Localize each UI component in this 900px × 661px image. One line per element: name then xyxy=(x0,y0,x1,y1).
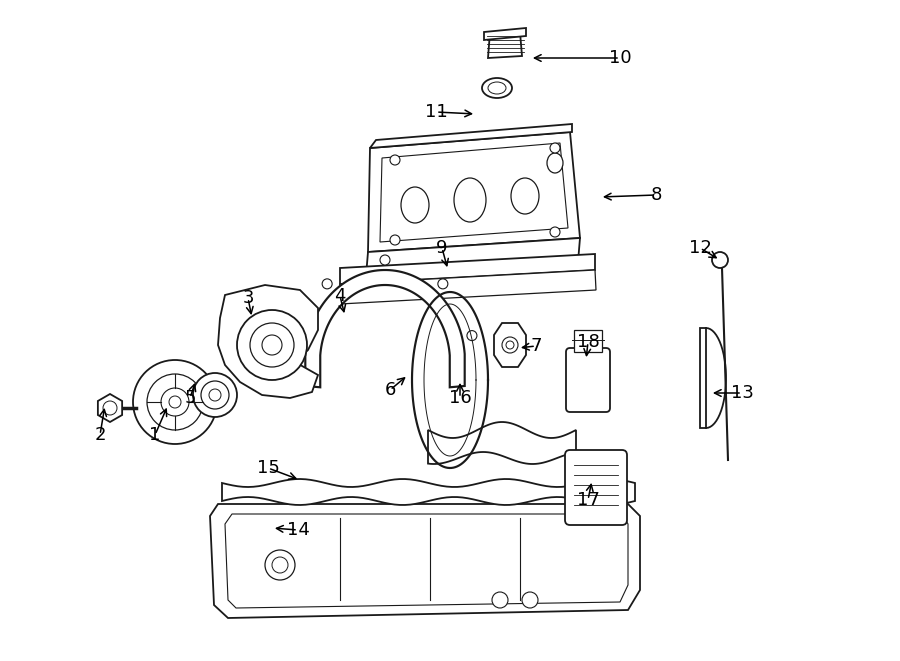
FancyBboxPatch shape xyxy=(565,450,627,525)
Circle shape xyxy=(550,227,560,237)
FancyBboxPatch shape xyxy=(566,348,610,412)
Polygon shape xyxy=(484,28,526,40)
Polygon shape xyxy=(366,238,580,276)
Text: 18: 18 xyxy=(577,333,599,351)
Polygon shape xyxy=(370,124,572,148)
Polygon shape xyxy=(98,394,122,422)
Circle shape xyxy=(293,330,303,340)
Polygon shape xyxy=(700,328,706,428)
Polygon shape xyxy=(340,254,595,284)
Circle shape xyxy=(467,330,477,340)
Text: 3: 3 xyxy=(242,289,254,307)
Ellipse shape xyxy=(488,82,506,94)
Polygon shape xyxy=(340,270,596,304)
Circle shape xyxy=(147,374,203,430)
Text: 10: 10 xyxy=(608,49,631,67)
Circle shape xyxy=(133,360,217,444)
Polygon shape xyxy=(574,330,602,352)
Circle shape xyxy=(390,155,400,165)
Ellipse shape xyxy=(401,187,429,223)
Circle shape xyxy=(506,341,514,349)
Text: 1: 1 xyxy=(149,426,161,444)
Polygon shape xyxy=(218,285,318,398)
Circle shape xyxy=(201,381,229,409)
Text: 15: 15 xyxy=(256,459,279,477)
Circle shape xyxy=(492,592,508,608)
Text: 5: 5 xyxy=(184,389,196,407)
Polygon shape xyxy=(222,479,635,505)
Ellipse shape xyxy=(454,178,486,222)
Text: 14: 14 xyxy=(286,521,310,539)
Ellipse shape xyxy=(511,178,539,214)
Circle shape xyxy=(103,401,117,415)
Polygon shape xyxy=(368,132,580,252)
Circle shape xyxy=(250,323,294,367)
Text: 4: 4 xyxy=(334,287,346,305)
Circle shape xyxy=(380,255,390,265)
Text: 8: 8 xyxy=(651,186,661,204)
Circle shape xyxy=(237,310,307,380)
Text: 13: 13 xyxy=(731,384,753,402)
Circle shape xyxy=(169,396,181,408)
Circle shape xyxy=(550,143,560,153)
Circle shape xyxy=(272,557,288,573)
Text: 12: 12 xyxy=(688,239,711,257)
Circle shape xyxy=(265,550,295,580)
Ellipse shape xyxy=(547,153,563,173)
Text: 7: 7 xyxy=(530,337,542,355)
Circle shape xyxy=(390,235,400,245)
Circle shape xyxy=(522,592,538,608)
Circle shape xyxy=(193,373,237,417)
Circle shape xyxy=(161,388,189,416)
Circle shape xyxy=(209,389,221,401)
Polygon shape xyxy=(488,32,522,58)
Ellipse shape xyxy=(482,78,512,98)
Circle shape xyxy=(502,337,518,353)
Circle shape xyxy=(438,279,448,289)
Circle shape xyxy=(322,279,332,289)
Text: 2: 2 xyxy=(94,426,106,444)
Circle shape xyxy=(712,252,728,268)
Circle shape xyxy=(262,335,282,355)
Text: 9: 9 xyxy=(436,239,448,257)
Text: 16: 16 xyxy=(448,389,472,407)
Text: 17: 17 xyxy=(577,491,599,509)
Polygon shape xyxy=(305,270,464,387)
Polygon shape xyxy=(210,504,640,618)
Text: 6: 6 xyxy=(384,381,396,399)
Polygon shape xyxy=(494,323,526,367)
Polygon shape xyxy=(428,422,576,464)
Text: 11: 11 xyxy=(425,103,447,121)
